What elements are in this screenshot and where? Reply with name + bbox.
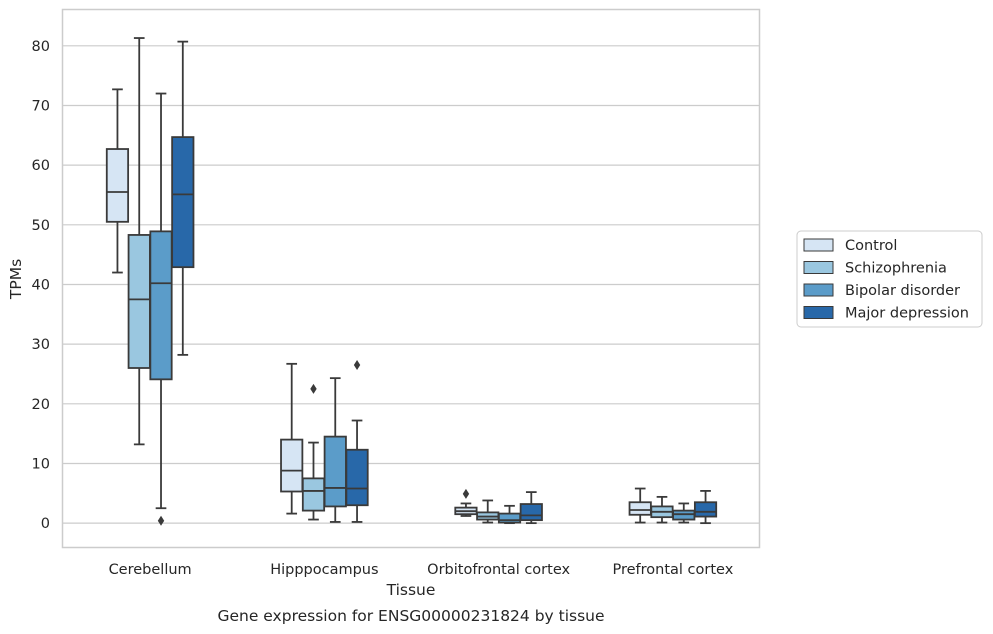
x-tick-label: Hipppocampus: [270, 562, 378, 578]
y-tick-label: 50: [32, 218, 50, 234]
legend-label: Major depression: [845, 306, 969, 322]
outlier-point: [157, 515, 165, 526]
box-group: [301, 383, 326, 521]
plot-frame: [61, 8, 761, 549]
x-tick-labels: Cerebellum Hipppocampus Orbitofrontal cort…: [109, 562, 734, 578]
y-tick-label: 30: [32, 337, 50, 353]
iqr-box: [301, 477, 326, 512]
box-marks: [105, 37, 718, 526]
box-group: [650, 495, 674, 524]
box-group: [497, 504, 522, 525]
y-tick-label: 10: [32, 456, 50, 472]
iqr-box: [280, 438, 304, 493]
legend-label: Schizophrenia: [845, 261, 947, 277]
iqr-box: [497, 512, 522, 524]
x-axis-title: Tissue: [386, 581, 436, 599]
iqr-box: [323, 435, 347, 508]
outlier-point: [310, 383, 317, 394]
box-group: [519, 491, 543, 525]
box-group: [693, 490, 718, 525]
box-group: [672, 502, 696, 524]
y-tick-label: 80: [32, 39, 50, 55]
y-tick-label: 70: [32, 98, 50, 114]
iqr-box: [345, 448, 369, 507]
y-tick-label: 20: [32, 397, 50, 413]
x-tick-label: Orbitofrontal cortex: [427, 562, 570, 578]
legend-swatch: [803, 261, 834, 274]
iqr-box: [628, 501, 652, 516]
box-group: [105, 88, 130, 274]
x-tick-label: Cerebellum: [109, 562, 192, 578]
y-tick-labels: 0 10 20 30 40 50 60 70 80: [32, 39, 50, 532]
iqr-box: [127, 234, 151, 369]
y-tick-label: 40: [32, 277, 50, 293]
iqr-box: [519, 503, 543, 522]
box-group: [476, 499, 500, 524]
iqr-box: [171, 136, 195, 269]
iqr-box: [105, 148, 130, 223]
x-tick-label: Prefrontal cortex: [612, 562, 733, 578]
box-group: [454, 488, 478, 517]
outlier-point: [353, 360, 361, 371]
legend-label: Bipolar disorder: [845, 283, 960, 299]
legend: Control Schizophrenia Bipolar disorder Majo…: [796, 230, 983, 328]
legend-label: Control: [845, 238, 897, 254]
iqr-box: [693, 501, 718, 518]
box-group: [280, 362, 304, 515]
y-axis-title: TPMs: [7, 259, 25, 300]
legend-frame: [796, 230, 983, 328]
outlier-point: [462, 488, 470, 499]
box-group: [171, 40, 195, 356]
iqr-box: [149, 230, 173, 381]
box-group: [127, 37, 151, 446]
box-group: [345, 360, 369, 523]
box-group: [628, 487, 652, 524]
y-tick-label: 60: [32, 158, 50, 174]
legend-swatch: [803, 283, 834, 297]
y-tick-label: 0: [41, 516, 50, 532]
box-group: [149, 92, 173, 526]
chart-caption: Gene expression for ENSG00000231824 by t…: [217, 607, 604, 625]
legend-swatch: [803, 238, 834, 252]
box-group: [323, 377, 347, 523]
legend-swatch: [803, 306, 834, 319]
